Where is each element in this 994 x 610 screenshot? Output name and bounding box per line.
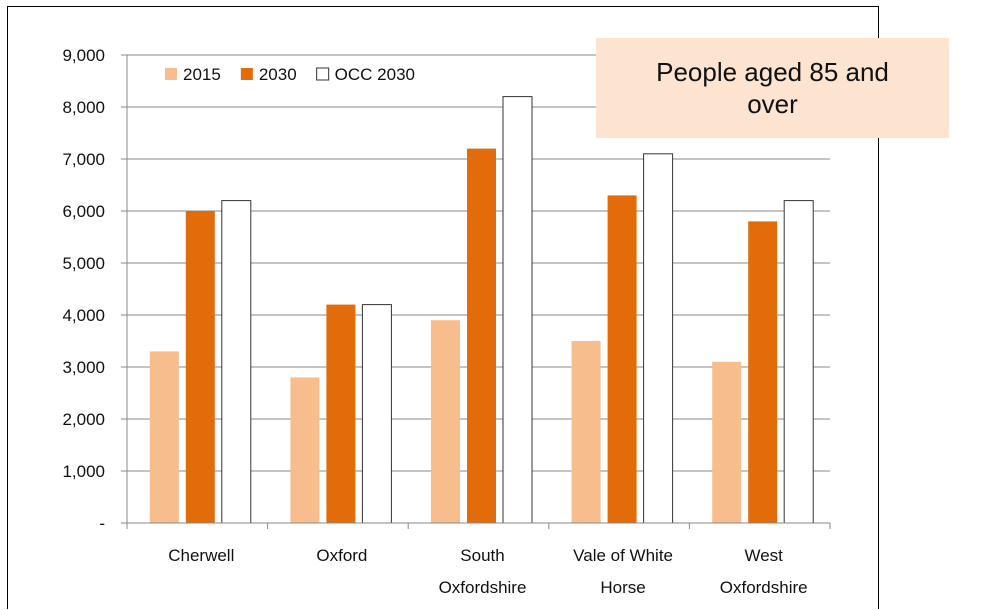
- chart-title: People aged 85 and over: [596, 38, 949, 138]
- bar: [571, 341, 601, 523]
- bar: [221, 200, 252, 524]
- y-tick-label: 2,000: [62, 410, 105, 429]
- legend-swatch: [240, 68, 253, 80]
- x-category-label: West Oxfordshire: [720, 546, 808, 597]
- bar: [607, 195, 637, 523]
- x-axis-categories: Cherwell Oxford South Oxfordshire Vale of Wh…: [168, 546, 807, 597]
- y-tick-label: 1,000: [62, 462, 105, 481]
- x-category-label: Oxford: [316, 546, 367, 565]
- bar: [185, 211, 215, 523]
- bar: [431, 320, 460, 523]
- y-tick-label: -: [99, 514, 105, 533]
- bars: [149, 96, 814, 524]
- bar: [326, 304, 356, 523]
- legend-label: 2030: [259, 65, 297, 84]
- bar: [712, 361, 742, 523]
- bar: [361, 304, 392, 524]
- legend-label: OCC 2030: [335, 65, 415, 84]
- bar: [290, 377, 320, 523]
- y-tick-label: 9,000: [62, 46, 105, 65]
- bar: [467, 148, 496, 523]
- bar: [783, 200, 814, 524]
- x-category-label: Vale of White Horse: [573, 546, 673, 597]
- bar: [502, 96, 533, 524]
- bar: [149, 351, 179, 523]
- legend: 2015 2030 OCC 2030: [165, 65, 415, 84]
- legend-swatch: [165, 68, 177, 80]
- legend-swatch: [316, 67, 330, 81]
- axes: [126, 55, 831, 529]
- bar: [748, 221, 778, 523]
- x-category-label: South Oxfordshire: [439, 546, 527, 597]
- y-tick-label: 6,000: [62, 202, 105, 221]
- y-tick-label: 8,000: [62, 98, 105, 117]
- y-tick-label: 4,000: [62, 306, 105, 325]
- bar: [643, 153, 674, 524]
- y-tick-label: 5,000: [62, 254, 105, 273]
- y-tick-label: 7,000: [62, 150, 105, 169]
- y-tick-label: 3,000: [62, 358, 105, 377]
- legend-label: 2015: [183, 65, 221, 84]
- y-axis-ticks: - 1,000 2,000 3,000 4,000 5,000 6,000 7,000 8,00…: [62, 46, 127, 533]
- x-category-label: Cherwell: [168, 546, 234, 565]
